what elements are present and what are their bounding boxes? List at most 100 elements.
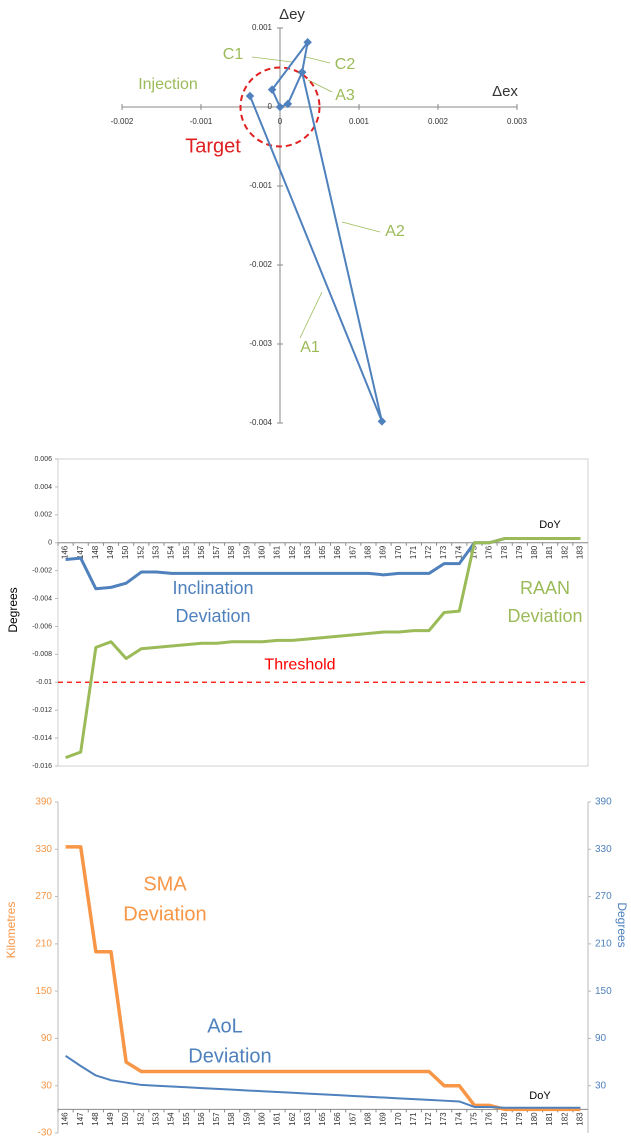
x-tick-label: 174 bbox=[454, 545, 463, 559]
x-tick-label: 161 bbox=[273, 545, 282, 559]
x-tick-label: 175 bbox=[470, 545, 479, 559]
y2-tick-label: 330 bbox=[595, 844, 612, 855]
y-tick-label: 210 bbox=[35, 938, 52, 949]
point bbox=[267, 85, 277, 94]
annotation: Deviation bbox=[188, 1045, 271, 1067]
x-tick-label: 173 bbox=[439, 1112, 448, 1126]
x-tick-label: 0.001 bbox=[349, 117, 370, 126]
y-tick-label: -0.01 bbox=[36, 679, 52, 686]
y-tick-label: 270 bbox=[35, 891, 52, 902]
point bbox=[245, 91, 255, 101]
y-tick-label: -0.004 bbox=[32, 595, 52, 602]
x-tick-label: -0.001 bbox=[190, 117, 213, 126]
trajectory-line bbox=[249, 41, 383, 422]
x-tick-label: 180 bbox=[530, 1112, 539, 1126]
y-tick-label: 90 bbox=[41, 1033, 53, 1044]
x-tick-label: 172 bbox=[424, 545, 433, 559]
annotation: Deviation bbox=[123, 903, 206, 925]
x-tick-label: 0.002 bbox=[428, 117, 449, 126]
y2-tick-label: 390 bbox=[595, 797, 612, 808]
annotation: A3 bbox=[335, 87, 355, 104]
x-tick-label: 166 bbox=[333, 545, 342, 559]
y-tick-label: 0.006 bbox=[34, 456, 52, 463]
annotation: C1 bbox=[223, 46, 244, 63]
x-tick-label: 178 bbox=[500, 1112, 509, 1126]
x-tick-label: 149 bbox=[106, 1112, 115, 1126]
x-tick-label: 170 bbox=[394, 1112, 403, 1126]
y2-axis-label: Degrees bbox=[615, 902, 629, 947]
x-tick-label: 165 bbox=[318, 1112, 327, 1126]
x-tick-label: 153 bbox=[152, 1112, 161, 1126]
x-tick-label: 179 bbox=[515, 545, 524, 559]
y-tick-label: -0.016 bbox=[32, 763, 52, 770]
y-tick-label: -0.001 bbox=[249, 181, 272, 190]
y-tick-label: -0.012 bbox=[32, 707, 52, 714]
point bbox=[297, 67, 307, 77]
x-tick-label: 183 bbox=[576, 545, 585, 559]
x-tick-label: 180 bbox=[530, 545, 539, 559]
x-tick-label: 158 bbox=[227, 1112, 236, 1126]
x-tick-label: 162 bbox=[288, 1112, 297, 1126]
x-tick-label: 148 bbox=[91, 545, 100, 559]
y-tick-label: -30 bbox=[38, 1128, 53, 1139]
x-tick-label: 181 bbox=[545, 1112, 554, 1126]
point bbox=[303, 37, 312, 47]
y-tick-label: 390 bbox=[35, 797, 52, 808]
x-tick-label: 157 bbox=[212, 545, 221, 559]
x-tick-label: 182 bbox=[560, 1112, 569, 1126]
point bbox=[377, 417, 387, 426]
y-tick-label: 330 bbox=[35, 844, 52, 855]
annotation: AoL bbox=[207, 1015, 243, 1037]
y-tick-label: -0.004 bbox=[249, 418, 272, 427]
y-tick-label: 0.001 bbox=[252, 23, 273, 32]
x-tick-label: 154 bbox=[167, 1112, 176, 1126]
annotation: SMA bbox=[143, 873, 187, 895]
y-tick-label: 0 bbox=[48, 540, 52, 547]
y-tick-label: -0.002 bbox=[32, 567, 52, 574]
x-tick-label: 169 bbox=[379, 545, 388, 559]
x-tick-label: 173 bbox=[439, 545, 448, 559]
annotation: A1 bbox=[300, 339, 320, 356]
y2-tick-label: 210 bbox=[595, 938, 612, 949]
x-tick-label: 175 bbox=[470, 1112, 479, 1126]
annotation: Deviation bbox=[507, 606, 582, 626]
leader-line bbox=[307, 79, 333, 93]
leader-line bbox=[299, 291, 323, 339]
y-axis-label: Kilometres bbox=[4, 902, 18, 959]
x-tick-label: 168 bbox=[364, 545, 373, 559]
y2-tick-label: 150 bbox=[595, 986, 612, 997]
x-tick-label: -0.002 bbox=[111, 117, 134, 126]
x-tick-label: 156 bbox=[197, 1112, 206, 1126]
y-tick-label: 150 bbox=[35, 986, 52, 997]
x-tick-label: 166 bbox=[333, 1112, 342, 1126]
y-tick-label: -0.006 bbox=[32, 623, 52, 630]
x-tick-label: 156 bbox=[197, 545, 206, 559]
series-line bbox=[65, 1054, 581, 1109]
x-tick-label: 161 bbox=[273, 1112, 282, 1126]
x-tick-label: 163 bbox=[303, 1112, 312, 1126]
x-tick-label: 146 bbox=[61, 1112, 70, 1126]
x-tick-label: 159 bbox=[242, 545, 251, 559]
x-tick-label: 150 bbox=[121, 545, 130, 559]
x-tick-label: 167 bbox=[348, 1112, 357, 1126]
leader-line bbox=[341, 221, 381, 233]
x-tick-label: 155 bbox=[182, 545, 191, 559]
annotation: C2 bbox=[335, 56, 356, 73]
x-tick-label: 154 bbox=[167, 545, 176, 559]
series-line bbox=[65, 537, 581, 760]
leader-line bbox=[305, 56, 331, 64]
x-tick-label: 176 bbox=[485, 1112, 494, 1126]
x-tick-label: 0.003 bbox=[507, 117, 528, 126]
x-tick-label: 178 bbox=[500, 545, 509, 559]
y2-tick-label: 90 bbox=[595, 1033, 607, 1044]
x-tick-label: 149 bbox=[106, 545, 115, 559]
x-tick-label: 146 bbox=[61, 545, 70, 559]
point bbox=[275, 102, 285, 112]
target-label: Target bbox=[185, 135, 241, 157]
x-tick-label: 148 bbox=[91, 1112, 100, 1126]
x-tick-label: 160 bbox=[258, 545, 267, 559]
x-tick-label: 171 bbox=[409, 1112, 418, 1126]
target-circle bbox=[239, 66, 321, 148]
plot-border bbox=[57, 458, 589, 767]
